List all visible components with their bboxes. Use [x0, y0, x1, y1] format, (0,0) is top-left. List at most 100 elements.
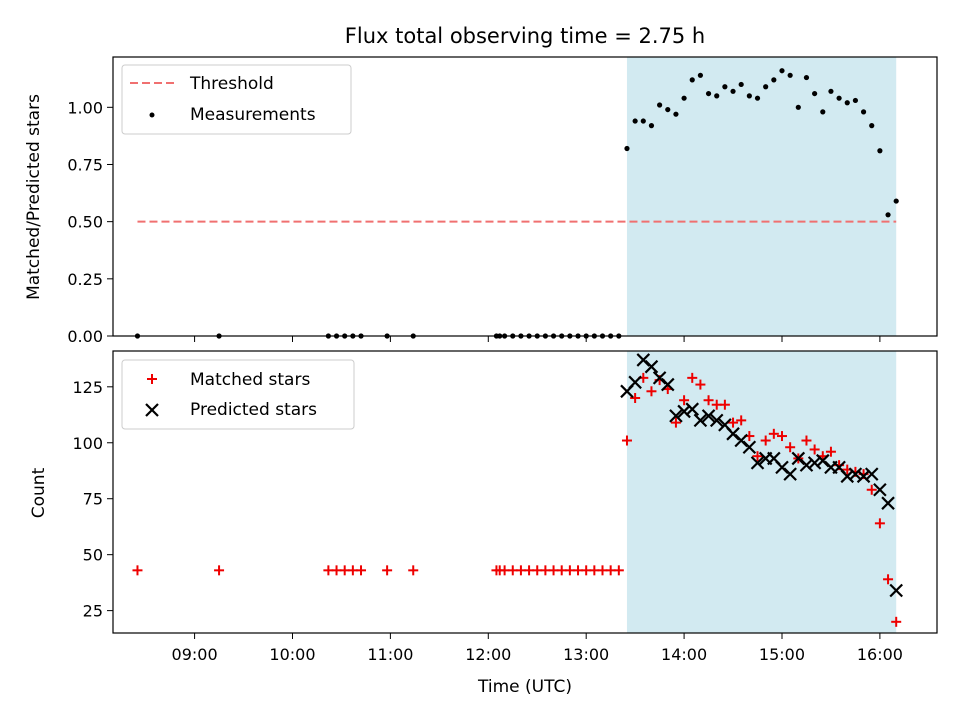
predicted-star-point [669, 409, 683, 423]
y-tick-label: 0.50 [67, 213, 103, 232]
y-tick-label: 125 [72, 378, 103, 397]
predicted-star-point [873, 482, 887, 497]
x-tick-label: 10:00 [269, 645, 315, 664]
x-stroke [807, 456, 822, 470]
measurement-point [746, 93, 752, 99]
predicted-star-point [864, 467, 879, 481]
x-stroke [145, 403, 159, 417]
matched-star-point [646, 386, 657, 397]
predicted-star-point [660, 377, 675, 392]
x-stroke [848, 467, 863, 481]
predicted-star-point [693, 413, 708, 428]
measurement-point [681, 95, 687, 101]
measurement-point [648, 123, 655, 129]
predicted-star-point [628, 375, 642, 390]
measurement-point [869, 123, 875, 129]
y-tick-label: 1.00 [67, 98, 103, 117]
x-stroke [652, 371, 667, 385]
x-stroke [685, 402, 700, 416]
matched-star-point [408, 565, 419, 576]
matched-star-point [703, 395, 714, 406]
y-tick-label: 0.00 [67, 327, 103, 346]
x-stroke [644, 359, 659, 374]
x-stroke [856, 469, 871, 484]
legend-predicted-glyph [145, 403, 159, 417]
measurement-point [730, 88, 736, 94]
matched-star-point [883, 574, 894, 585]
predicted-star-point [807, 456, 822, 470]
predicted-star-point [644, 359, 659, 374]
matched-star-point [356, 565, 367, 576]
x-stroke [677, 404, 691, 419]
matched-star-point [760, 435, 771, 446]
predicted-star-point [783, 467, 797, 481]
y-tick-label: 25 [83, 602, 103, 621]
bottom-panel: 25 50 75 100 125 09:00 10:00 11:00 12:00 13:00 14… [29, 350, 938, 697]
matched-star-point [613, 565, 624, 576]
predicted-stars-points [620, 353, 903, 598]
measurement-point [860, 109, 867, 115]
matched-star-point [785, 442, 796, 453]
top-panel: 0.00 0.25 0.50 0.75 1.00 Matched/Predicted s… [24, 56, 938, 346]
matched-star-point [695, 379, 706, 390]
matched-star-point [866, 484, 877, 495]
x-stroke [718, 418, 732, 432]
predicted-star-point [750, 456, 765, 470]
x-stroke [750, 456, 765, 470]
matched-star-point [801, 435, 812, 446]
predicted-star-point [709, 413, 724, 428]
measurement-point [836, 95, 842, 101]
x-stroke [840, 469, 855, 484]
matched-star-point [630, 393, 641, 403]
predicted-star-point [840, 469, 855, 484]
measurement-point [697, 72, 704, 78]
y-tick-label: 0.75 [67, 155, 103, 174]
predicted-star-point [889, 583, 903, 598]
measurement-point [803, 74, 810, 81]
x-stroke [709, 413, 724, 428]
x-stroke [799, 458, 814, 472]
top-y-ticks: 0.00 0.25 0.50 0.75 1.00 [67, 98, 113, 346]
bottom-legend: Matched stars Predicted stars [121, 359, 355, 430]
y-tick-label: 100 [72, 434, 103, 453]
measurement-point [787, 72, 793, 78]
predicted-star-point [677, 404, 691, 419]
predicted-star-point [701, 409, 716, 423]
legend-threshold-label: Threshold [189, 74, 274, 94]
matched-star-point [687, 372, 698, 383]
y-tick-label: 50 [83, 546, 103, 565]
measurement-point [640, 118, 646, 124]
measurement-point [812, 90, 818, 97]
top-y-axis-label: Matched/Predicted stars [24, 94, 44, 300]
measurement-point [877, 148, 883, 154]
measurement-point [624, 145, 630, 152]
measurement-point [820, 109, 826, 115]
measurement-point [754, 95, 761, 101]
matched-star-point [621, 435, 632, 446]
measurement-point [828, 88, 834, 94]
x-stroke [742, 440, 757, 455]
x-stroke [816, 453, 830, 468]
matched-star-point [752, 451, 763, 462]
predicted-star-point [799, 458, 814, 472]
x-tick-label: 15:00 [759, 645, 805, 664]
measurement-point [885, 212, 891, 218]
x-stroke [701, 409, 716, 423]
top-axes-frame [112, 56, 938, 337]
measurement-point [763, 84, 769, 90]
legend-predicted-marker [145, 403, 159, 417]
matched-star-point [891, 616, 902, 627]
measurement-point [852, 97, 859, 104]
matched-star-point [132, 565, 143, 576]
x-axis-label: Time (UTC) [477, 677, 572, 697]
x-stroke [628, 375, 642, 390]
x-stroke [669, 409, 683, 423]
matched-star-point [768, 428, 779, 439]
matched-star-point [382, 565, 393, 576]
matched-star-point [736, 415, 747, 426]
top-x-ticks [194, 336, 881, 342]
legend-predicted-label: Predicted stars [190, 400, 317, 420]
x-tick-label: 09:00 [172, 645, 218, 664]
matched-star-point [728, 417, 739, 428]
matched-star-point [874, 518, 885, 529]
